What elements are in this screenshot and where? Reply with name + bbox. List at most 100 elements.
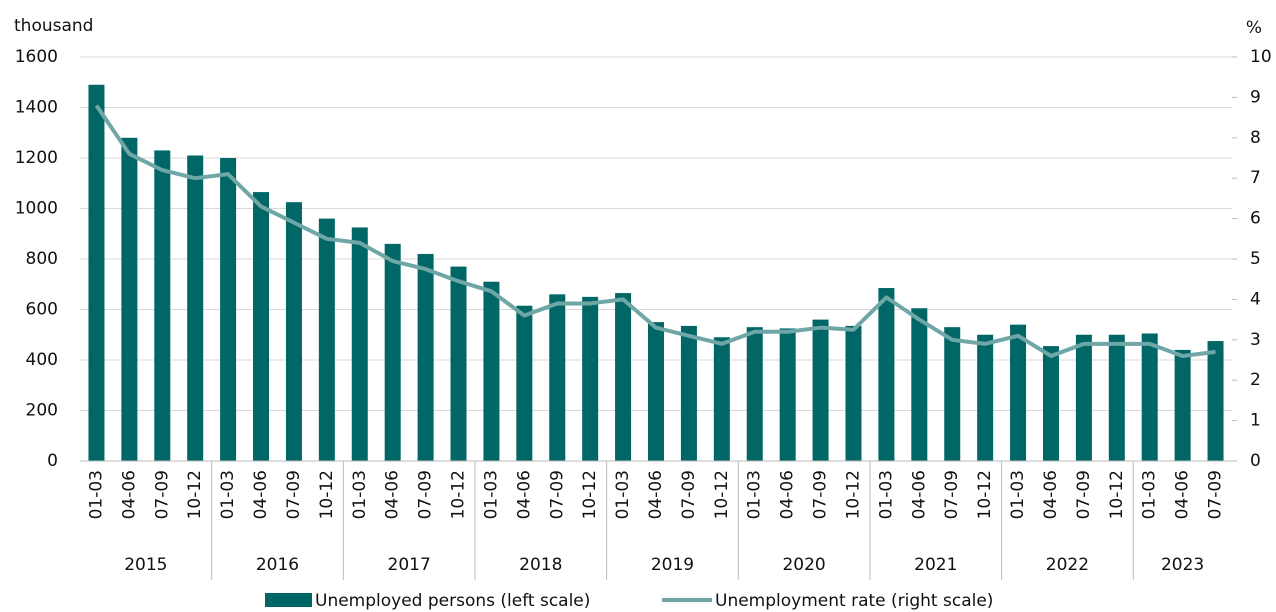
bar [812,319,829,461]
x-tick-label: 10-12 [580,470,600,519]
x-tick-label: 01-03 [1140,470,1160,519]
x-tick-label: 01-03 [745,470,765,519]
x-tick-label: 04-06 [1041,470,1061,519]
x-tick-label: 04-06 [383,470,403,519]
bar [154,150,171,462]
bar [713,337,730,461]
y2-tick-label: 4 [1250,289,1261,309]
legend-swatch [265,593,312,607]
group-label: 2023 [1161,555,1204,575]
bar [549,294,566,461]
bar [1042,346,1059,461]
bar [1108,334,1125,461]
y2-tick-label: 5 [1250,249,1261,269]
x-tick-label: 10-12 [185,470,205,519]
x-tick-label: 04-06 [119,470,139,519]
y2-tick-label: 9 [1250,87,1261,107]
group-label: 2015 [124,555,167,575]
group-label: 2020 [782,555,825,575]
bar [977,334,994,461]
bar [779,328,796,461]
x-tick-label: 10-12 [975,470,995,519]
y2-tick-label: 10 [1250,47,1272,67]
x-tick-label: 01-03 [1008,470,1028,519]
bar [483,281,500,461]
x-tick-label: 07-09 [416,470,436,519]
x-tick-label: 07-09 [1074,470,1094,519]
group-label: 2019 [651,555,694,575]
x-tick-label: 10-12 [317,470,337,519]
bar [253,192,270,461]
x-tick-label: 04-06 [514,470,534,519]
y-tick-label: 1000 [15,199,58,219]
bar [911,308,928,461]
bar [878,288,895,461]
bar [417,253,434,461]
x-tick-label: 07-09 [1206,470,1226,519]
y2-axis-label: % [1246,18,1262,38]
x-tick-label: 04-06 [909,470,929,519]
y2-tick-label: 7 [1250,168,1261,188]
x-tick-label: 10-12 [843,470,863,519]
y-tick-label: 1400 [15,98,58,118]
x-tick-label: 01-03 [481,470,501,519]
x-tick-label: 01-03 [876,470,896,519]
line [94,104,1216,358]
y-tick-label: 200 [26,401,58,421]
x-tick-label: 04-06 [251,470,271,519]
legend-label: Unemployed persons (left scale) [315,591,590,611]
bar [220,158,237,461]
x-tick-label: 01-03 [86,470,106,519]
x-tick-label: 10-12 [449,470,469,519]
y-tick-label: 800 [26,249,58,269]
group-label: 2017 [388,555,431,575]
y-tick-label: 0 [47,451,58,471]
x-tick-label: 04-06 [1173,470,1193,519]
bar [1141,333,1158,461]
y-tick-label: 1200 [15,148,58,168]
y2-tick-label: 0 [1250,451,1261,471]
x-tick-label: 07-09 [942,470,962,519]
y-tick-label: 1600 [15,47,58,67]
bar [351,227,368,461]
bar [516,305,533,461]
group-label: 2016 [256,555,299,575]
x-tick-label: 07-09 [679,470,699,519]
y-tick-label: 400 [26,350,58,370]
x-tick-label: 07-09 [811,470,831,519]
y2-tick-label: 1 [1250,411,1261,431]
x-tick-label: 01-03 [350,470,370,519]
group-label: 2018 [519,555,562,575]
bar [285,202,302,461]
x-tick-label: 04-06 [646,470,666,519]
x-tick-label: 01-03 [613,470,633,519]
bar [1075,334,1092,461]
bar [450,266,467,461]
bar [648,322,664,461]
bar [384,243,401,461]
bar [1010,324,1027,461]
x-tick-label: 01-03 [218,470,238,519]
bar [121,137,138,462]
bar [746,327,763,461]
bar [615,293,632,461]
y2-tick-label: 2 [1250,370,1261,390]
group-label: 2022 [1046,555,1089,575]
bar [845,325,862,461]
bar [318,218,335,461]
bar [1207,341,1224,461]
y2-tick-label: 8 [1250,128,1261,148]
legend-label: Unemployment rate (right scale) [715,591,993,611]
y2-tick-label: 6 [1250,209,1261,229]
bar [680,325,697,461]
bar [187,155,204,461]
y-axis-label: thousand [14,16,93,36]
bar [88,84,105,462]
x-tick-label: 07-09 [152,470,172,519]
x-tick-label: 10-12 [712,470,732,519]
x-tick-label: 07-09 [284,470,304,519]
y-tick-label: 600 [26,300,58,320]
bar [582,296,599,461]
x-tick-label: 04-06 [778,470,798,519]
